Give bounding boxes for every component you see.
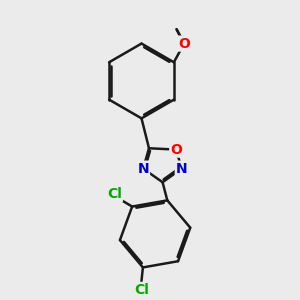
Text: N: N [176, 162, 188, 176]
Text: O: O [178, 37, 190, 51]
Text: O: O [170, 142, 182, 157]
Text: Cl: Cl [107, 187, 122, 201]
Text: N: N [137, 162, 149, 176]
Text: Cl: Cl [134, 283, 148, 297]
